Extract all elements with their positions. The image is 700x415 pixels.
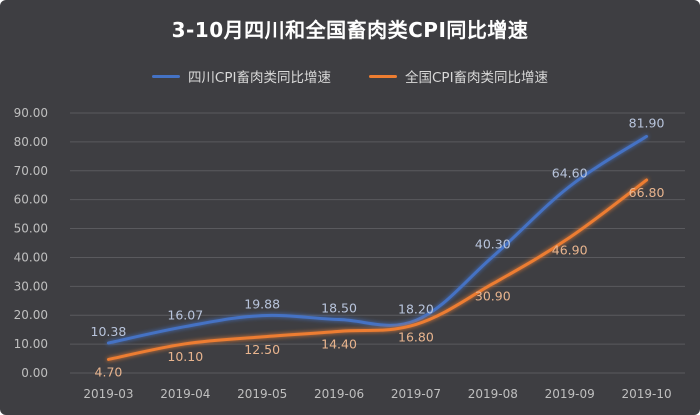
legend-item-national: 全国CPI畜肉类同比增速 xyxy=(369,66,548,86)
series-line-national xyxy=(106,178,649,361)
y-tick-label: 10.00 xyxy=(14,337,48,351)
data-label-sichuan: 16.07 xyxy=(167,308,203,323)
x-tick-label: 2019-09 xyxy=(545,387,595,401)
y-tick-label: 90.00 xyxy=(14,106,48,120)
data-label-sichuan: 19.88 xyxy=(244,297,280,312)
legend-swatch-sichuan xyxy=(151,74,180,78)
data-label-national: 4.70 xyxy=(95,364,123,379)
x-tick-label: 2019-04 xyxy=(160,387,210,401)
data-label-sichuan: 10.38 xyxy=(91,324,127,339)
y-tick-label: 60.00 xyxy=(14,193,48,207)
data-label-national: 46.90 xyxy=(552,243,588,258)
series-lines xyxy=(106,134,649,361)
legend: 四川CPI畜肉类同比增速 全国CPI畜肉类同比增速 xyxy=(0,66,700,86)
x-tick-label: 2019-05 xyxy=(237,387,287,401)
legend-label-sichuan: 四川CPI畜肉类同比增速 xyxy=(187,70,331,86)
data-label-sichuan: 81.90 xyxy=(629,115,665,130)
chart-title: 3-10月四川和全国畜肉类CPI同比增速 xyxy=(171,18,529,42)
x-tick-label: 2019-10 xyxy=(621,387,671,401)
y-axis-ticks: 0.00 10.00 20.00 30.00 40.00 50.00 60.00 70.00 8… xyxy=(14,106,48,380)
x-tick-label: 2019-03 xyxy=(83,387,133,401)
y-tick-label: 0.00 xyxy=(21,366,48,380)
series-line-sichuan xyxy=(106,134,649,345)
legend-item-sichuan: 四川CPI畜肉类同比增速 xyxy=(151,66,331,86)
data-labels: 10.38 16.07 19.88 18.50 18.20 40.30 64.60 81.90… xyxy=(91,115,665,379)
data-label-national: 30.90 xyxy=(475,289,511,304)
y-tick-label: 40.00 xyxy=(14,250,48,264)
data-label-national: 66.80 xyxy=(629,185,665,200)
y-tick-label: 20.00 xyxy=(14,308,48,322)
data-label-sichuan: 40.30 xyxy=(475,237,511,252)
y-tick-label: 80.00 xyxy=(14,135,48,149)
data-label-national: 16.80 xyxy=(398,329,434,344)
y-tick-label: 50.00 xyxy=(14,222,48,236)
data-label-sichuan: 64.60 xyxy=(552,165,588,180)
legend-swatch-national xyxy=(369,74,397,78)
y-tick-label: 30.00 xyxy=(14,279,48,293)
x-tick-label: 2019-06 xyxy=(314,387,364,401)
data-label-national: 14.40 xyxy=(321,336,357,351)
x-tick-label: 2019-08 xyxy=(468,387,518,401)
x-axis-ticks: 2019-03 2019-04 2019-05 2019-06 2019-07 2019-… xyxy=(83,387,671,401)
x-tick-label: 2019-07 xyxy=(391,387,441,401)
data-label-sichuan: 18.50 xyxy=(321,301,357,316)
data-label-sichuan: 18.20 xyxy=(398,301,434,316)
data-label-national: 10.10 xyxy=(167,349,203,364)
y-tick-label: 70.00 xyxy=(14,164,48,178)
data-label-national: 12.50 xyxy=(244,342,280,357)
gridlines xyxy=(70,112,685,374)
legend-label-national: 全国CPI畜肉类同比增速 xyxy=(405,70,549,86)
